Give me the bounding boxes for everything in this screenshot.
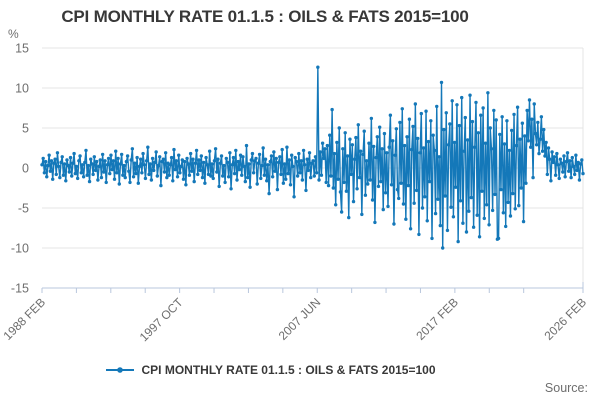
x-tick-labels: 1988 FEB 1997 OCT 2007 JUN 2017 FEB 2026 FEB	[0, 295, 589, 345]
source-label: Source:	[544, 381, 588, 395]
legend: CPI MONTHLY RATE 01.1.5 : OILS & FATS 20…	[0, 363, 540, 377]
legend-series-label: CPI MONTHLY RATE 01.1.5 : OILS & FATS 20…	[141, 363, 436, 377]
svg-text:-15: -15	[11, 282, 29, 296]
x-ticks	[41, 282, 584, 293]
svg-text:15: 15	[15, 42, 29, 56]
y-tick-labels: 15 10 5 0 -5 -10 -15	[11, 42, 29, 296]
legend-line-marker-icon	[105, 367, 134, 373]
chart-title: CPI MONTHLY RATE 01.1.5 : OILS & FATS 20…	[61, 7, 469, 26]
y-axis-unit-label: %	[8, 27, 19, 41]
series-line	[41, 66, 584, 249]
svg-text:2007 JUN: 2007 JUN	[276, 295, 324, 343]
svg-text:2017 FEB: 2017 FEB	[413, 295, 461, 343]
y-gridlines	[42, 47, 583, 289]
svg-text:10: 10	[15, 82, 29, 96]
svg-text:1988 FEB: 1988 FEB	[0, 295, 48, 343]
svg-text:2026 FEB: 2026 FEB	[541, 295, 589, 343]
svg-text:-5: -5	[18, 202, 29, 216]
svg-text:1997 OCT: 1997 OCT	[137, 295, 187, 345]
svg-text:-10: -10	[11, 242, 29, 256]
svg-text:0: 0	[22, 162, 29, 176]
series-markers	[40, 65, 585, 250]
svg-text:5: 5	[22, 122, 29, 136]
